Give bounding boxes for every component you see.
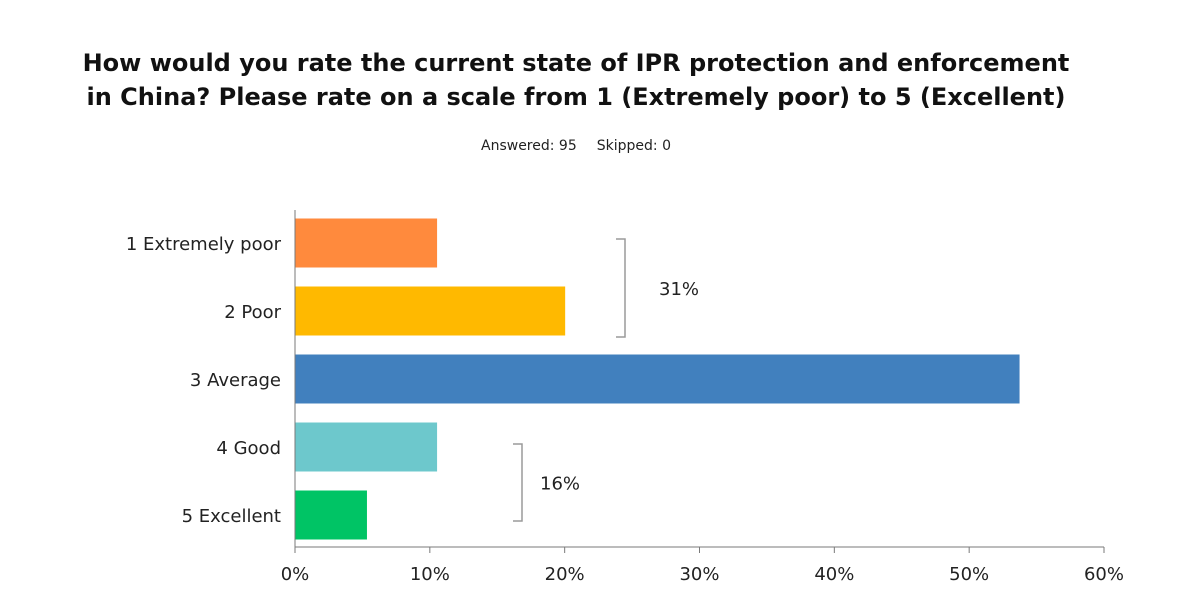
skipped-count: Skipped: 0 — [596, 138, 671, 154]
bar-1-extremely-poor — [295, 218, 438, 268]
bar-5-excellent — [295, 490, 367, 540]
answered-count: Answered: 95 — [481, 138, 577, 154]
bar-4-good — [295, 422, 438, 472]
group-bracket-2 — [513, 443, 523, 522]
x-tick-label-40: 40% — [814, 564, 854, 585]
x-tick-label-10: 10% — [410, 564, 450, 585]
bars — [295, 218, 1020, 540]
category-label-2-poor: 2 Poor — [224, 302, 281, 323]
response-summary: Answered: 95 Skipped: 0 — [0, 138, 1152, 154]
x-tick-label-60: 60% — [1084, 564, 1124, 585]
chart-title-line-1: How would you rate the current state of … — [82, 49, 1070, 77]
group-label-1: 31% — [659, 279, 699, 300]
x-tick-label-0: 0% — [281, 564, 310, 585]
x-tick-label-50: 50% — [949, 564, 989, 585]
group-label-2: 16% — [540, 474, 580, 495]
group-bracket-1 — [616, 238, 626, 338]
bar-3-average — [295, 354, 1020, 404]
x-axis: 0% 10% 20% 30% 40% 50% 60% — [281, 210, 1124, 585]
category-label-4-good: 4 Good — [216, 438, 281, 459]
category-label-3-average: 3 Average — [190, 370, 281, 391]
group-brackets: 31% 16% — [513, 238, 699, 522]
chart-title-line-2: in China? Please rate on a scale from 1 … — [86, 83, 1066, 111]
category-label-1-extremely-poor: 1 Extremely poor — [126, 234, 282, 255]
x-tick-label-30: 30% — [679, 564, 719, 585]
category-label-5-excellent: 5 Excellent — [182, 506, 281, 527]
bar-2-poor — [295, 286, 566, 336]
chart-title: How would you rate the current state of … — [0, 46, 1152, 114]
x-tick-label-20: 20% — [545, 564, 585, 585]
category-labels: 1 Extremely poor 2 Poor 3 Average 4 Good 5 E… — [126, 234, 282, 527]
